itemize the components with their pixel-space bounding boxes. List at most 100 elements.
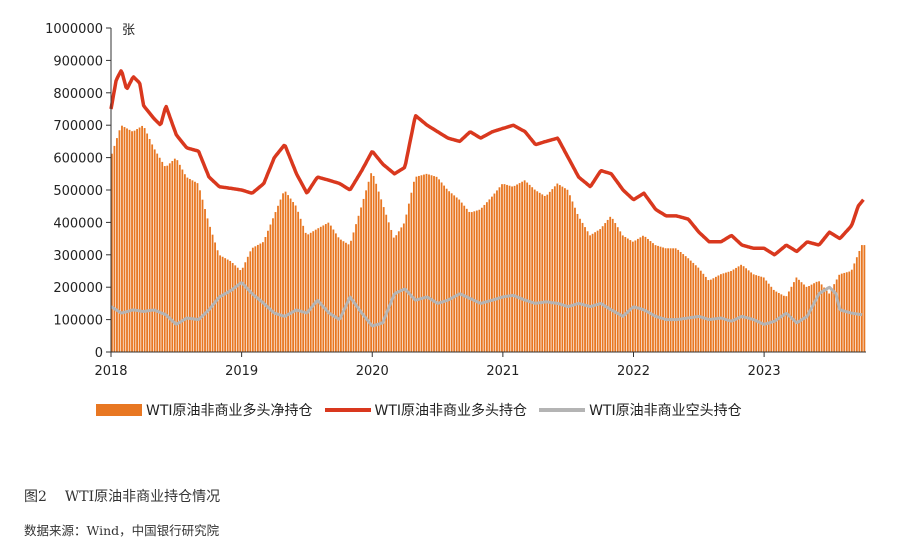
bar	[757, 275, 760, 352]
x-tick-label: 2019	[225, 364, 258, 379]
bar	[352, 232, 355, 352]
bar	[624, 236, 627, 352]
bar	[652, 243, 654, 352]
bar	[853, 263, 856, 352]
bar	[284, 191, 287, 352]
bar	[793, 282, 795, 352]
bar	[750, 272, 753, 352]
bar	[231, 263, 234, 352]
bar	[355, 224, 357, 352]
x-tick-label: 2022	[617, 364, 650, 379]
bar	[166, 165, 169, 352]
bar	[186, 177, 189, 352]
bar	[294, 205, 297, 352]
bar	[533, 189, 536, 352]
bar	[380, 199, 383, 352]
bar	[760, 276, 763, 352]
bar	[664, 248, 667, 352]
bar	[141, 125, 144, 352]
bar	[833, 284, 836, 352]
bar	[375, 183, 378, 352]
bar	[679, 251, 682, 352]
bar	[805, 286, 808, 352]
bar	[682, 254, 685, 352]
bar	[204, 209, 206, 352]
bar	[337, 237, 340, 352]
bar	[737, 266, 740, 352]
bar	[478, 209, 481, 352]
bar	[161, 161, 164, 352]
x-tick-label: 2023	[748, 364, 781, 379]
bar	[787, 291, 790, 352]
bar	[526, 182, 529, 352]
bar	[609, 216, 612, 352]
bar	[506, 184, 508, 352]
bar	[850, 269, 853, 352]
bar	[551, 189, 554, 352]
bar	[362, 198, 365, 352]
bar	[292, 202, 295, 352]
bar	[808, 286, 810, 352]
bar	[405, 214, 408, 352]
bar	[823, 287, 826, 352]
bar	[611, 218, 614, 352]
bar	[322, 225, 325, 352]
y-tick-label: 700000	[53, 119, 103, 134]
bar	[513, 185, 516, 352]
bar	[319, 226, 322, 352]
bar	[697, 267, 700, 352]
bar	[267, 230, 269, 352]
bar	[118, 130, 121, 352]
bar	[480, 207, 483, 352]
bar	[289, 198, 292, 352]
y-tick-label: 100000	[53, 314, 103, 329]
legend: WTI原油非商业多头净持仓 WTI原油非商业多头持仓 WTI原油非商业空头持仓	[96, 399, 754, 421]
bar	[715, 276, 717, 352]
bar	[423, 174, 425, 352]
bar	[659, 246, 662, 352]
bar	[425, 173, 428, 352]
bar	[413, 181, 415, 352]
y-tick-label: 500000	[53, 184, 103, 199]
bar	[360, 207, 362, 352]
figure-caption: 图2 WTI原油非商业持仓情况	[24, 486, 220, 506]
bar	[460, 202, 463, 352]
bar	[813, 283, 815, 352]
bar	[531, 187, 534, 352]
bar	[586, 231, 589, 352]
bar	[626, 238, 629, 352]
bar	[780, 294, 783, 352]
legend-label: WTI原油非商业多头持仓	[374, 403, 528, 419]
bar	[569, 195, 571, 352]
legend-swatch-line	[539, 408, 586, 412]
bar	[327, 222, 330, 352]
bar	[382, 207, 385, 352]
bar	[377, 191, 380, 352]
bar	[365, 190, 367, 352]
bar	[667, 248, 669, 352]
bar	[765, 280, 768, 352]
bar	[196, 183, 199, 352]
chart: 0 100000 200000 300000 400000 500000 600000 700…	[45, 22, 866, 379]
bar	[840, 273, 843, 352]
bar	[264, 237, 267, 352]
bar	[820, 284, 823, 352]
bar	[684, 256, 687, 352]
bar	[677, 249, 680, 352]
bar	[329, 225, 332, 352]
bar	[601, 226, 604, 352]
bar	[111, 153, 113, 352]
bar	[312, 231, 315, 352]
bar	[707, 280, 710, 352]
bar	[798, 279, 800, 352]
bar	[470, 212, 473, 352]
bar	[443, 185, 446, 352]
bar	[221, 256, 224, 352]
bar	[158, 157, 161, 352]
bar	[606, 219, 609, 352]
bar	[689, 260, 692, 352]
y-unit-label: 张	[122, 23, 135, 38]
bar	[692, 262, 695, 352]
bar	[644, 236, 647, 352]
bar	[747, 270, 750, 352]
